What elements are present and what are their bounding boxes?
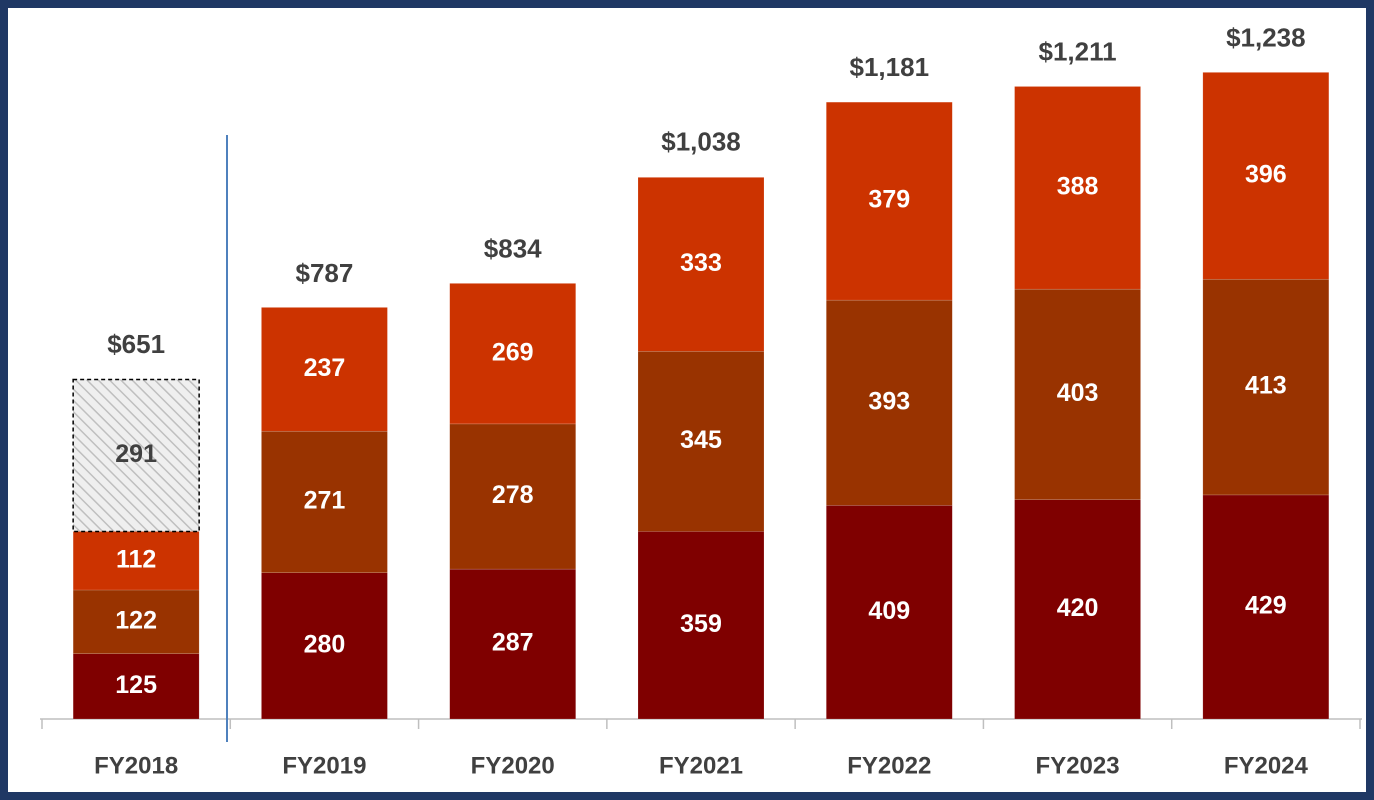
total-label: $651 <box>107 329 165 359</box>
segment-label: 345 <box>680 426 722 454</box>
segment-label: 122 <box>115 606 157 634</box>
bar-segment <box>261 307 388 432</box>
total-label: $1,038 <box>661 127 741 157</box>
bar-segment <box>1014 499 1141 720</box>
bar-segment <box>1202 494 1330 720</box>
bar-segment <box>261 572 388 720</box>
segment-label: 280 <box>304 630 346 658</box>
total-label: $787 <box>296 258 354 288</box>
bar-segment <box>72 378 200 533</box>
bar-segment <box>261 430 388 574</box>
x-tick-label: FY2019 <box>282 752 366 779</box>
bar-segment <box>637 177 765 352</box>
total-label: $1,211 <box>1039 36 1117 66</box>
bar-segment <box>637 351 765 532</box>
bar-segment <box>72 531 200 591</box>
segment-label: 359 <box>680 610 722 638</box>
bar-segment <box>1014 86 1141 290</box>
x-tick-label: FY2022 <box>847 752 931 779</box>
segment-label: 125 <box>115 671 157 699</box>
segment-label: 420 <box>1057 594 1099 622</box>
bar-segment <box>72 589 200 654</box>
segment-label: 278 <box>492 481 534 509</box>
segment-label: 287 <box>492 629 534 657</box>
x-tick-label: FY2020 <box>471 752 555 779</box>
segment-label: 269 <box>492 338 534 366</box>
total-label: $834 <box>484 233 542 263</box>
bar-segment <box>826 101 953 301</box>
x-tick-label: FY2023 <box>1036 752 1120 779</box>
segment-label: 393 <box>868 387 910 415</box>
bar-segment <box>1202 278 1330 496</box>
segment-label: 271 <box>304 487 346 515</box>
segment-label: 333 <box>680 249 722 277</box>
total-label: $1,181 <box>850 52 930 82</box>
bar-segment <box>72 653 200 720</box>
segment-label: 112 <box>116 545 156 573</box>
total-label: $1,238 <box>1226 22 1306 52</box>
x-tick-label: FY2024 <box>1224 752 1309 779</box>
x-tick-label: FY2021 <box>659 752 743 779</box>
bar-segment <box>826 505 953 720</box>
segment-label: 403 <box>1057 379 1099 407</box>
segment-label: 396 <box>1245 160 1287 188</box>
segment-label: 237 <box>304 354 346 382</box>
bar-segment <box>1014 288 1141 500</box>
bar-segment <box>637 531 765 720</box>
segment-label: 388 <box>1057 172 1099 200</box>
bar-segment <box>1202 72 1330 280</box>
bar-segment <box>449 283 576 425</box>
segment-label: 291 <box>115 440 157 468</box>
x-tick-label: FY2018 <box>94 752 178 779</box>
bar-segment <box>826 299 953 506</box>
segment-label: 429 <box>1245 592 1287 620</box>
segment-label: 409 <box>868 597 910 625</box>
bar-segment <box>449 568 576 720</box>
segment-label: 379 <box>868 186 910 214</box>
segment-label: 413 <box>1245 372 1287 400</box>
